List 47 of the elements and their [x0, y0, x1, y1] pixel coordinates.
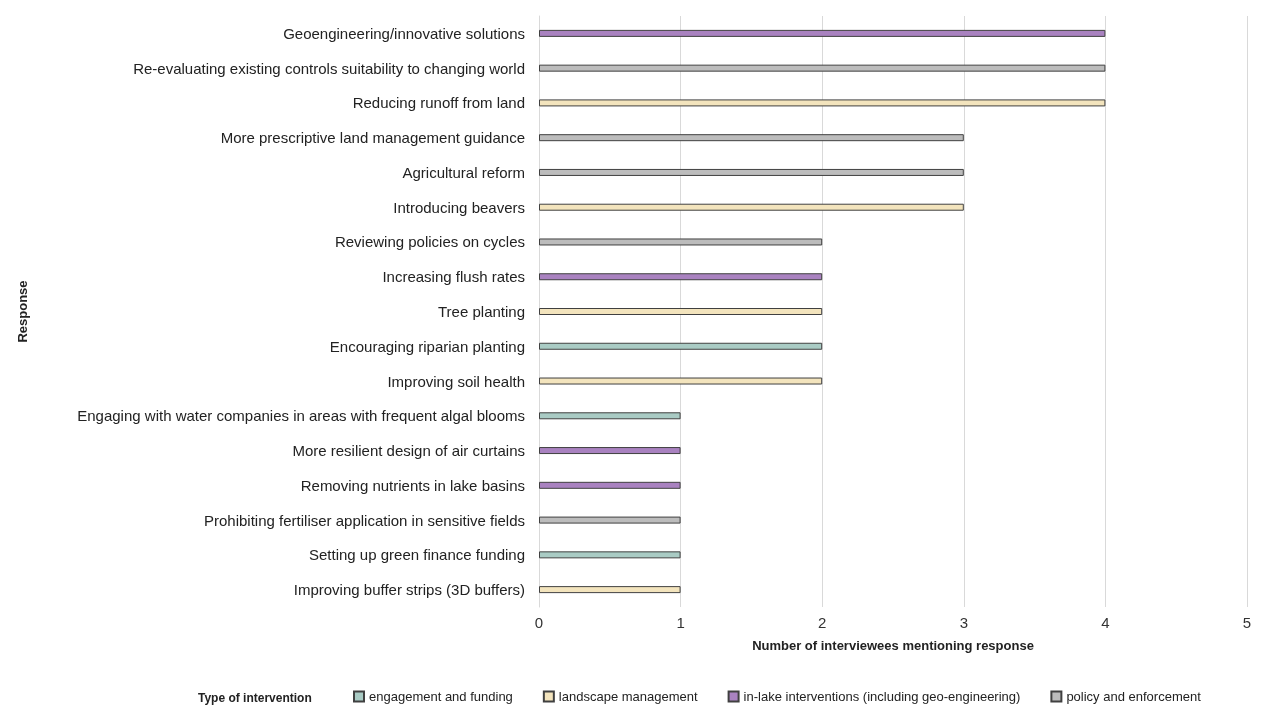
y-tick-label: Improving buffer strips (3D buffers) [293, 581, 525, 599]
bar [539, 377, 823, 385]
y-axis-title: Response [15, 280, 30, 343]
bar [539, 481, 681, 489]
y-tick-label: Tree planting [438, 303, 525, 320]
bar [539, 64, 1106, 72]
bar [539, 99, 1106, 107]
bar [539, 447, 681, 455]
x-tick-label: 4 [1101, 614, 1110, 631]
x-axis-title: Number of interviewees mentioning response [752, 638, 1034, 653]
x-tick-label: 2 [818, 614, 827, 631]
x-tick-label: 3 [959, 614, 968, 631]
y-tick-label: More prescriptive land management guidance [220, 129, 525, 147]
bar [539, 412, 681, 420]
y-tick-label: Removing nutrients in lake basins [300, 476, 525, 494]
y-tick-label: Setting up green finance funding [309, 546, 525, 564]
bar [539, 168, 964, 176]
y-tick-label: Encouraging riparian planting [329, 337, 525, 355]
bar [539, 238, 823, 246]
legend-label: in-lake interventions (including geo-engineering) [743, 689, 1021, 704]
legend-title: Type of intervention [198, 691, 312, 705]
y-tick-label: Agricultural reform [402, 163, 525, 181]
bar [539, 134, 964, 142]
bar [539, 551, 681, 559]
bar [539, 273, 823, 281]
x-tick-label: 0 [534, 614, 544, 631]
y-tick-label: Prohibiting fertiliser application in sensitive fields [204, 511, 525, 529]
y-tick-label: More resilient design of air curtains [292, 442, 525, 460]
bar [539, 342, 823, 350]
y-tick-label: Increasing flush rates [382, 268, 525, 286]
x-tick-label: 5 [1242, 614, 1252, 631]
bar [539, 586, 681, 594]
y-tick-label: Introducing beavers [393, 198, 525, 216]
y-tick-label: Reducing runoff from land [352, 94, 525, 112]
bar [539, 308, 823, 315]
y-tick-label: Geoengineering/innovative solutions [283, 24, 525, 42]
bar [539, 203, 964, 211]
y-tick-label: Improving soil health [387, 372, 525, 390]
y-tick-label: Re-evaluating existing controls suitability to changing world [133, 59, 525, 77]
legend-label: engagement and funding [369, 689, 513, 704]
x-tick-label: 1 [676, 614, 685, 631]
legend-label: policy and enforcement [1066, 689, 1202, 704]
y-tick-label: Reviewing policies on cycles [334, 233, 525, 251]
legend-label: landscape management [558, 689, 698, 704]
y-tick-label: Engaging with water companies in areas with frequent algal blooms [77, 407, 525, 425]
bar [539, 516, 681, 524]
bar [539, 29, 1106, 37]
